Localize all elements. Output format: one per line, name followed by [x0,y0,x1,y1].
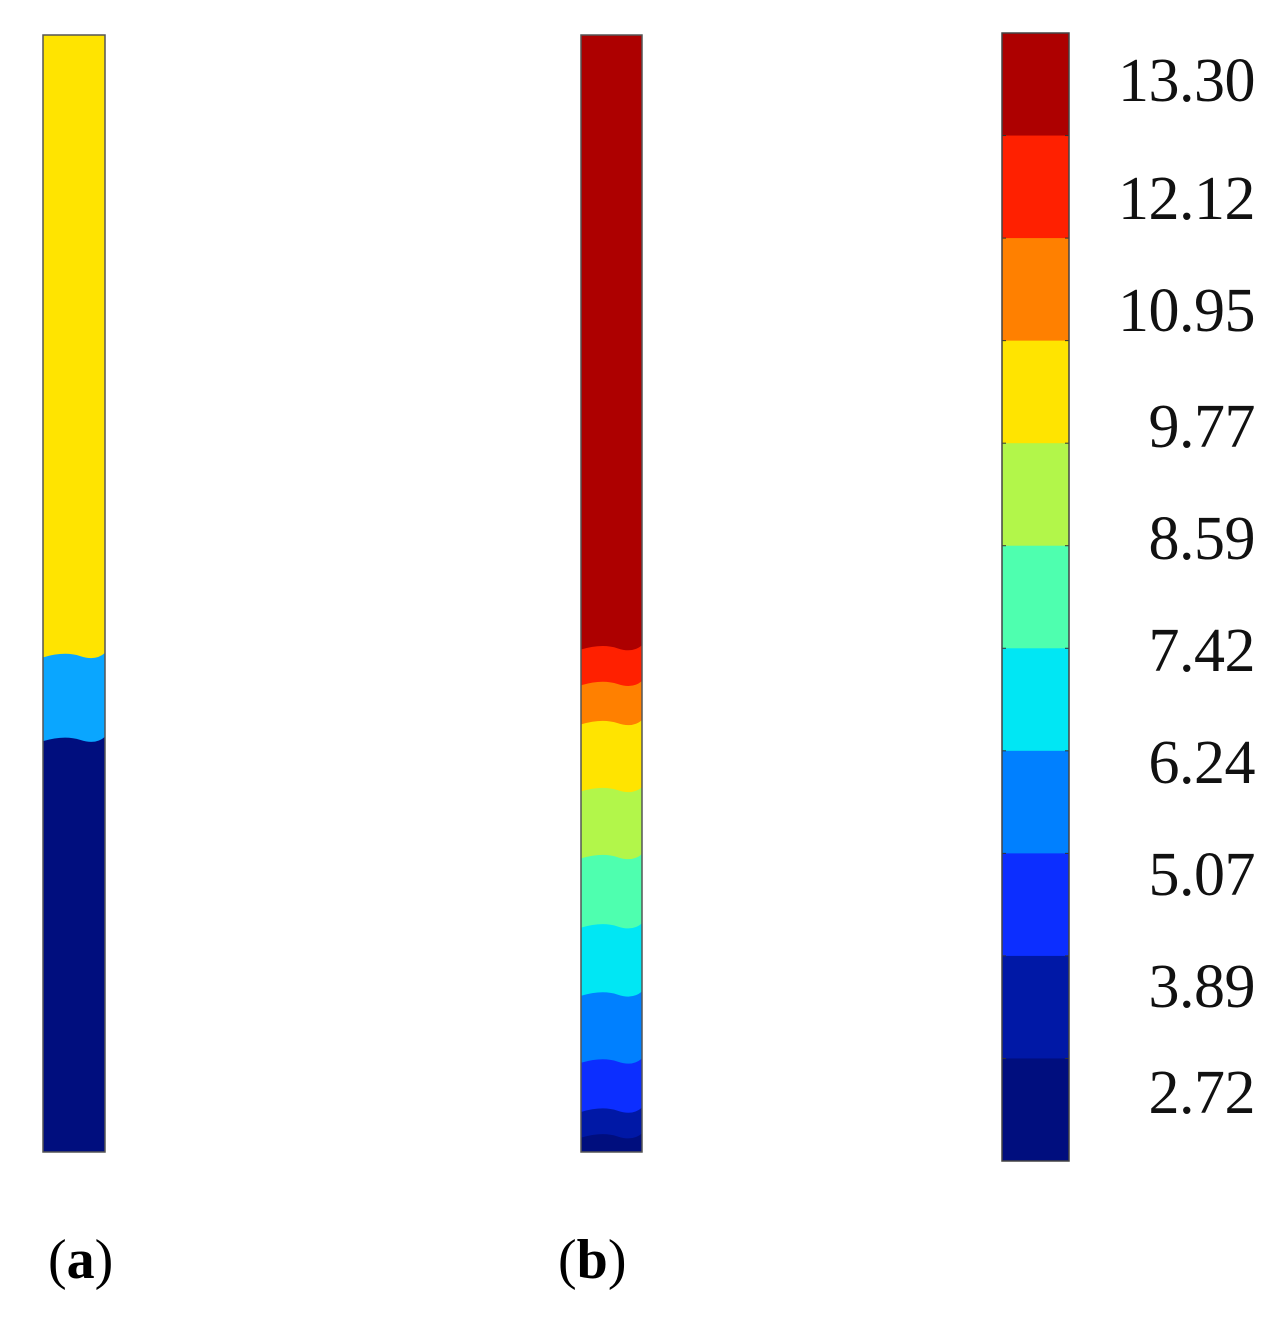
color-scale-swatch [1002,1058,1069,1162]
color-scale-swatch [1002,853,1069,957]
contour-band [581,853,642,932]
panel-label-b: (b) [558,1232,626,1288]
column-outline [42,34,106,1153]
panel-label-a: (a) [48,1232,113,1288]
contour-band [581,680,642,728]
color-scale-swatch [1002,955,1069,1059]
color-scale-swatch [1002,750,1069,854]
color-scale-tick: 3.89 [1148,953,1256,1021]
panel-label-a-open: ( [48,1229,67,1291]
contour-band [581,1107,642,1142]
color-scale-swatch [1002,443,1069,547]
contour-band [581,645,642,689]
contour-band [43,736,105,1152]
color-scale-tick: 12.12 [1118,165,1256,233]
contour-band [581,786,642,862]
contour-band [581,35,642,654]
contour-band [581,991,642,1067]
contour-band [581,719,642,795]
color-scale-swatch [1002,340,1069,444]
contour-band [43,35,105,661]
contour-band [581,1133,642,1152]
contour-band [581,923,642,1000]
color-scale-swatch [1002,238,1069,342]
color-scale-tick: 6.24 [1148,729,1256,797]
panel-label-b-letter: b [576,1229,608,1291]
color-scale-tick: 9.77 [1148,393,1256,461]
color-scale-swatch [1002,648,1069,752]
color-scale-outline [1001,32,1070,1162]
contour-column-a [42,34,106,1153]
color-scale-tick: 8.59 [1148,505,1256,573]
panel-label-a-close: ) [94,1229,114,1291]
panel-label-b-open: ( [558,1229,577,1291]
contour-column-b [580,34,643,1153]
color-scale-swatch [1002,545,1069,649]
column-outline [580,34,643,1153]
color-scale-tick: 2.72 [1148,1059,1256,1127]
color-scale-tick: 5.07 [1148,841,1256,909]
panel-label-a-letter: a [66,1229,95,1291]
contour-band [43,652,105,745]
panel-label-b-close: ) [607,1229,627,1291]
contour-band [581,1058,642,1116]
color-scale-tick: 7.42 [1148,617,1256,685]
color-scale-swatch [1002,33,1069,137]
color-scale-tick: 13.30 [1118,47,1256,115]
color-scale-tick: 10.95 [1118,277,1256,345]
color-scale-swatch [1002,135,1069,239]
color-scale-bar [1001,32,1070,1162]
